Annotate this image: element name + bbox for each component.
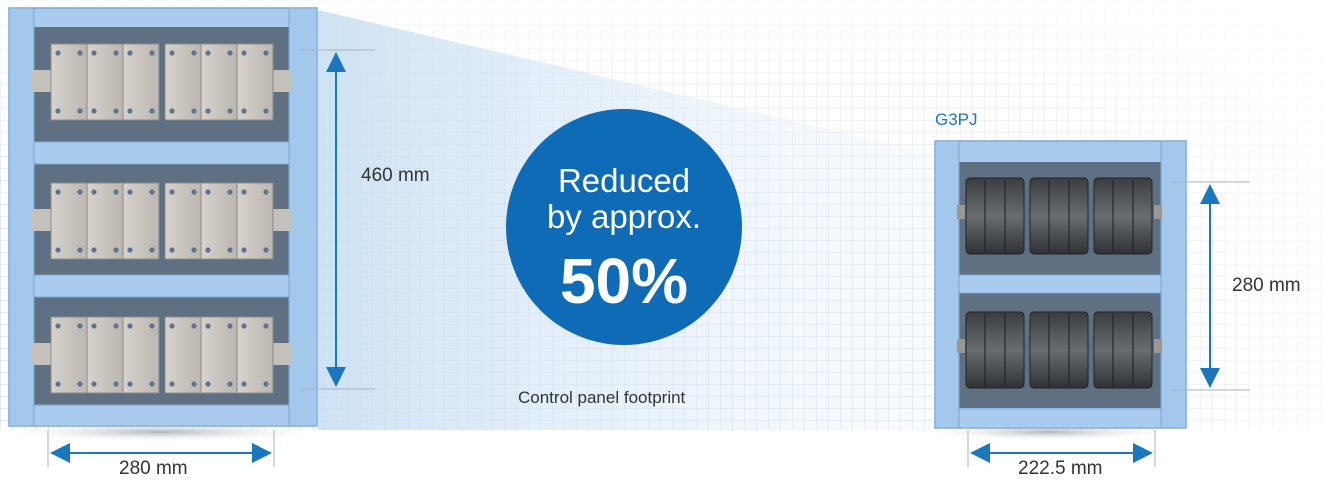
old-panel-shadow [0,422,330,442]
relay-module [164,43,274,121]
reduction-line1: Reduced [557,162,691,199]
relay-row [32,43,291,121]
reduction-percent: 50% [559,245,689,317]
reduction-badge: Reduced by approx. 50% [506,109,742,345]
new-height-label: 280 mm [1232,275,1301,296]
reduction-line2: by approx. [546,198,702,235]
ssr-row [957,177,1162,255]
old-control-panel [8,7,318,427]
new-control-panel [934,140,1187,429]
product-name-label: G3PJ [935,110,978,129]
relay-module [50,43,160,121]
footprint-caption: Control panel footprint [518,388,686,407]
old-height-label: 460 mm [361,165,430,186]
new-width-label: 222.5 mm [1018,458,1103,479]
old-width-label: 280 mm [119,458,188,479]
